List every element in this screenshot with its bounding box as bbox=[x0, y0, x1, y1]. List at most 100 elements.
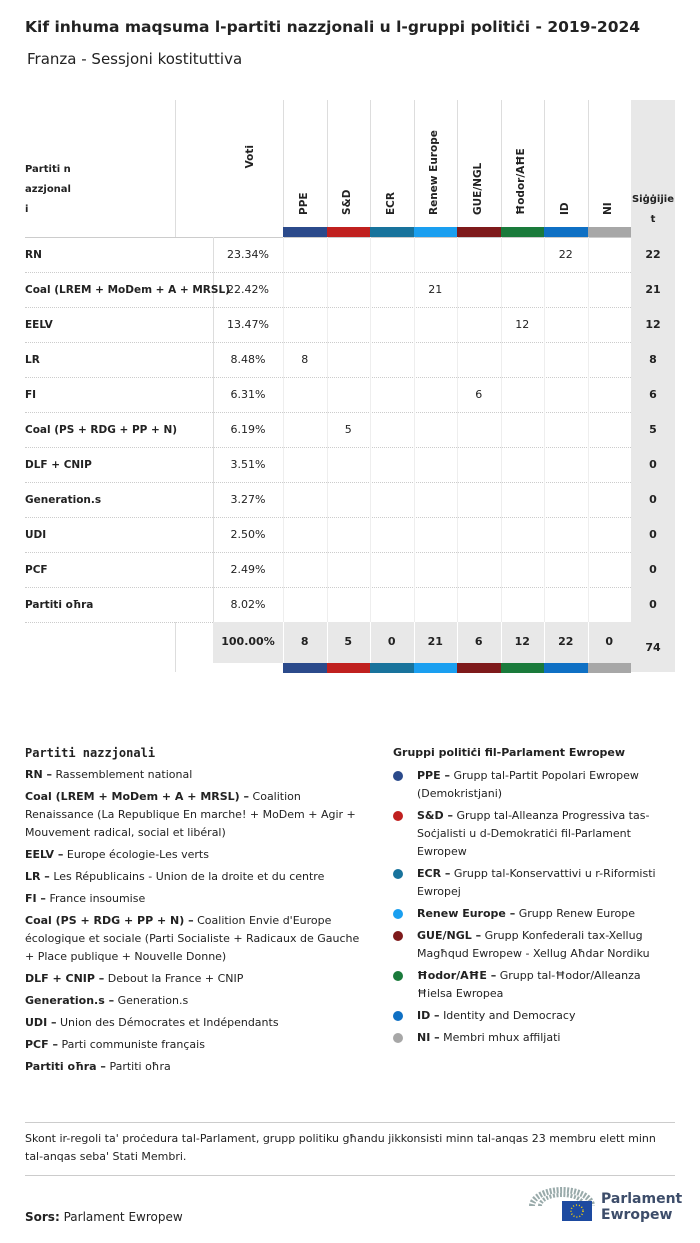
divider bbox=[457, 100, 458, 237]
seat-total: 22 bbox=[645, 248, 661, 261]
divider bbox=[500, 412, 502, 447]
total-bg bbox=[631, 272, 675, 307]
grand-total: 74 bbox=[631, 622, 675, 672]
legend-abbr: Partiti oħra – bbox=[25, 1060, 106, 1073]
seat-count: 21 bbox=[428, 283, 443, 296]
legend-abbr: NI – bbox=[417, 1031, 440, 1044]
legend-groups: Gruppi politiċi fil-Parlament Ewropew PPE… bbox=[393, 746, 663, 1051]
votes: 13.47% bbox=[227, 318, 269, 331]
total-bg bbox=[631, 482, 675, 517]
divider bbox=[283, 100, 284, 237]
divider bbox=[457, 622, 458, 663]
group-color-bar bbox=[544, 663, 588, 673]
table: Partiti nazzjonali Voti Siġġijiet PPE S&D ECR… bbox=[25, 100, 675, 673]
legend-item: DLF + CNIP – Debout la France + CNIP bbox=[25, 970, 360, 988]
divider bbox=[457, 237, 458, 272]
votes: 8.02% bbox=[230, 598, 266, 611]
divider bbox=[500, 622, 502, 663]
divider bbox=[213, 237, 214, 272]
divider bbox=[326, 272, 328, 307]
divider bbox=[413, 482, 415, 517]
legend-desc: Grupp tal-Alleanza Progressiva tas-Soċja… bbox=[417, 809, 650, 858]
row-rule bbox=[25, 447, 675, 448]
total-bg bbox=[631, 517, 675, 552]
header-cell: Siġġijiet bbox=[631, 194, 674, 225]
divider bbox=[587, 517, 589, 552]
divider bbox=[326, 482, 328, 517]
group-color-bar bbox=[500, 227, 544, 237]
divider bbox=[587, 307, 589, 342]
total-bg bbox=[631, 377, 675, 412]
divider bbox=[326, 552, 328, 587]
legend-item: NI – Membri mhux affiljati bbox=[393, 1029, 663, 1047]
divider bbox=[213, 377, 214, 412]
seat-total: 0 bbox=[649, 528, 657, 541]
group-color-bar bbox=[283, 663, 327, 673]
divider bbox=[413, 517, 415, 552]
legend-desc: Grupp tal-Konservattivi u r-Riformisti E… bbox=[417, 867, 656, 898]
row-rule bbox=[25, 412, 675, 413]
divider bbox=[283, 307, 284, 342]
divider bbox=[283, 517, 284, 552]
divider bbox=[413, 100, 415, 237]
row-rule bbox=[25, 587, 675, 588]
divider bbox=[213, 552, 214, 587]
divider bbox=[283, 622, 284, 663]
logo-text: Parlament Ewropew bbox=[601, 1191, 682, 1223]
divider bbox=[326, 307, 328, 342]
divider bbox=[544, 517, 545, 552]
source: Sors: Parlament Ewropew bbox=[25, 1210, 183, 1224]
divider bbox=[175, 100, 176, 237]
party-name: DLF + CNIP bbox=[25, 458, 92, 471]
party-name: Partiti oħra bbox=[25, 598, 94, 611]
divider bbox=[587, 412, 589, 447]
group-header: ID bbox=[558, 202, 571, 215]
legend-desc: Identity and Democracy bbox=[443, 1009, 576, 1022]
party-name: LR bbox=[25, 353, 40, 366]
divider bbox=[213, 447, 214, 482]
divider bbox=[283, 552, 284, 587]
legend-abbr: Coal (LREM + MoDem + A + MRSL) – bbox=[25, 790, 250, 803]
legend-desc: France insoumise bbox=[49, 892, 146, 905]
divider bbox=[544, 342, 545, 377]
legend-dot bbox=[393, 931, 403, 941]
votes: 2.49% bbox=[230, 563, 266, 576]
votes: 6.19% bbox=[230, 423, 266, 436]
footnote: Skont ir-regoli ta' proċedura tal-Parlam… bbox=[25, 1132, 656, 1163]
legend-item: S&D – Grupp tal-Alleanza Progressiva tas… bbox=[393, 807, 663, 861]
votes: 23.34% bbox=[227, 248, 269, 261]
divider bbox=[283, 482, 284, 517]
seat-total: 8 bbox=[649, 353, 657, 366]
divider bbox=[326, 342, 328, 377]
total-bg bbox=[631, 412, 675, 447]
seat-count: 12 bbox=[515, 318, 530, 331]
legend-dot bbox=[393, 811, 403, 821]
legend-desc: Grupp tal-Partit Popolari Ewropew (Demok… bbox=[417, 769, 639, 800]
divider bbox=[544, 552, 545, 587]
divider bbox=[370, 482, 371, 517]
divider bbox=[587, 377, 589, 412]
divider bbox=[500, 377, 502, 412]
row-rule bbox=[25, 377, 675, 378]
legend-title: Gruppi politiċi fil-Parlament Ewropew bbox=[393, 746, 626, 759]
group-color-bar bbox=[587, 227, 631, 237]
total-bg bbox=[631, 552, 675, 587]
divider bbox=[500, 272, 502, 307]
divider bbox=[587, 622, 589, 663]
divider bbox=[413, 237, 415, 272]
divider bbox=[213, 412, 214, 447]
group-header: GUE/NGL bbox=[471, 162, 484, 215]
group-color-bar bbox=[370, 663, 414, 673]
divider bbox=[283, 377, 284, 412]
divider bbox=[587, 587, 589, 622]
total-bg bbox=[631, 587, 675, 622]
divider bbox=[370, 377, 371, 412]
divider bbox=[370, 587, 371, 622]
votes: 2.50% bbox=[230, 528, 266, 541]
legend-abbr: Coal (PS + RDG + PP + N) – bbox=[25, 914, 194, 927]
legend-abbr: PCF – bbox=[25, 1038, 58, 1051]
divider bbox=[413, 307, 415, 342]
group-total: 21 bbox=[427, 634, 443, 648]
divider bbox=[544, 237, 545, 272]
divider bbox=[587, 237, 589, 272]
